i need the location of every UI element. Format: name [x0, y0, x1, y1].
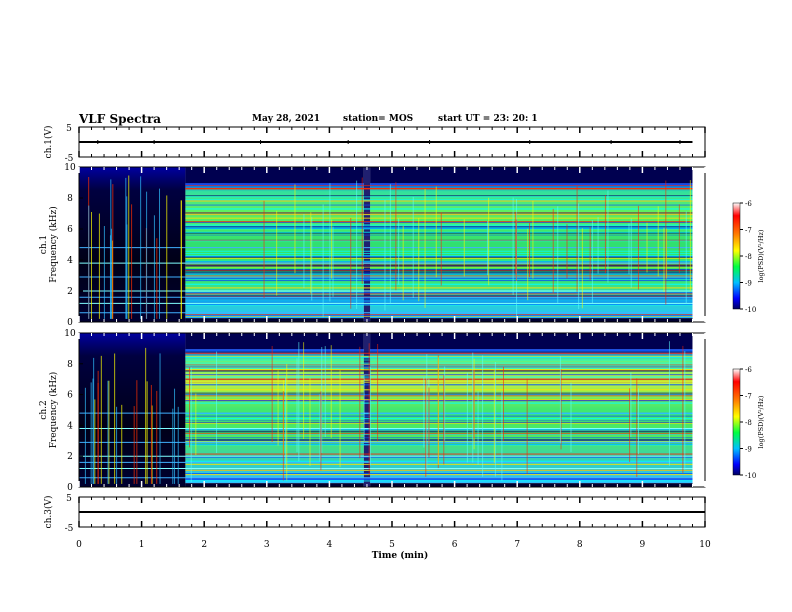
- xtick-label-5: 5: [389, 540, 395, 550]
- xtick-label-9: 9: [640, 540, 646, 550]
- colorbar-tick-label-ch2-spectrogram-2: -8: [745, 419, 752, 427]
- colorbar-tick-label-ch1-spectrogram-3: -9: [745, 280, 752, 288]
- ytick-label-ch3-voltage-0: 5: [66, 494, 72, 504]
- segment-quiet: [79, 167, 186, 322]
- colorbar-tick-label-ch2-spectrogram-4: -10: [745, 472, 756, 480]
- colorbar-tick-label-ch1-spectrogram-0: -6: [745, 200, 752, 208]
- segment-gap: [363, 167, 371, 322]
- ytick-label-ch1-voltage-0: 5: [66, 124, 72, 134]
- date-label: May 28, 2021: [252, 114, 320, 124]
- ytick-label-ch1-voltage-1: -5: [65, 154, 74, 164]
- colorbar-tick-label-ch2-spectrogram-1: -7: [745, 393, 752, 401]
- ytick-label-ch3-voltage-1: -5: [65, 524, 74, 534]
- xtick-label-0: 0: [76, 540, 82, 550]
- colorbar-tick-label-ch1-spectrogram-2: -8: [745, 253, 752, 261]
- ytick-label-ch2-spectrogram-5: 10: [64, 329, 76, 339]
- ytick-label-ch2-spectrogram-2: 4: [67, 421, 73, 431]
- xtick-label-7: 7: [514, 540, 520, 550]
- colorbar-tick-label-ch1-spectrogram-1: -7: [745, 227, 752, 235]
- segment-quiet: [79, 333, 186, 487]
- ylabel-ch2-spectrogram-line1: Frequency (kHz): [48, 372, 59, 449]
- spectrogram-ch2-spectrogram: [79, 333, 705, 487]
- ytick-label-ch1-spectrogram-5: 10: [64, 163, 76, 173]
- ytick-label-ch2-spectrogram-0: 0: [67, 483, 73, 493]
- ylabel-ch3-voltage: ch.3(V): [43, 496, 54, 529]
- ylabel-ch2-spectrogram-line0: ch.2: [39, 400, 49, 419]
- station-label: station= MOS: [343, 114, 414, 124]
- ylabel-ch1-spectrogram-line1: Frequency (kHz): [48, 206, 59, 283]
- colorbar-ch1-spectrogram: [732, 202, 741, 310]
- colorbar-label-ch2-spectrogram: log(PSD)(V²/Hz): [757, 395, 765, 448]
- segment-top-dark-0: [185, 167, 364, 184]
- segment-bottom-dark-1: [370, 318, 693, 322]
- xtick-label-3: 3: [264, 540, 270, 550]
- xtick-label-2: 2: [201, 540, 207, 550]
- segment-top-dark-1: [370, 333, 693, 350]
- ylabel-ch1-spectrogram-line0: ch.1: [39, 235, 49, 254]
- colorbar-tick-label-ch2-spectrogram-3: -9: [745, 446, 752, 454]
- x-axis-label: Time (min): [372, 550, 429, 561]
- colorbar-ch2-spectrogram: [732, 368, 741, 476]
- spectrogram-ch1-spectrogram: [79, 167, 705, 322]
- ytick-label-ch2-spectrogram-3: 6: [67, 391, 73, 401]
- colorbar-label-ch1-spectrogram: log(PSD)(V²/Hz): [757, 229, 765, 282]
- start-time-label: start UT = 23: 20: 1: [438, 114, 538, 124]
- ytick-label-ch2-spectrogram-1: 2: [67, 452, 73, 462]
- chart-title: VLF Spectra: [79, 112, 162, 126]
- ytick-label-ch1-spectrogram-4: 8: [67, 194, 73, 204]
- ylabel-ch1-voltage: ch.1(V): [43, 126, 54, 159]
- segment-bottom-dark-0: [185, 318, 364, 322]
- xtick-label-6: 6: [452, 540, 458, 550]
- ytick-label-ch2-spectrogram-4: 8: [67, 360, 73, 370]
- ytick-label-ch1-spectrogram-1: 2: [67, 287, 73, 297]
- segment-gap: [363, 333, 371, 487]
- ytick-label-ch1-spectrogram-0: 0: [67, 318, 73, 328]
- segment-bottom-dark-0: [185, 483, 364, 487]
- xtick-label-8: 8: [577, 540, 583, 550]
- segment-top-dark-0: [185, 333, 364, 350]
- xtick-label-10: 10: [699, 540, 711, 550]
- xtick-label-1: 1: [139, 540, 145, 550]
- ytick-label-ch1-spectrogram-2: 4: [67, 256, 73, 266]
- segment-bottom-dark-1: [370, 483, 693, 487]
- ytick-label-ch1-spectrogram-3: 6: [67, 225, 73, 235]
- colorbar-tick-label-ch2-spectrogram-0: -6: [745, 366, 752, 374]
- colorbar-tick-label-ch1-spectrogram-4: -10: [745, 306, 756, 314]
- xtick-label-4: 4: [327, 540, 333, 550]
- segment-top-dark-1: [370, 167, 693, 184]
